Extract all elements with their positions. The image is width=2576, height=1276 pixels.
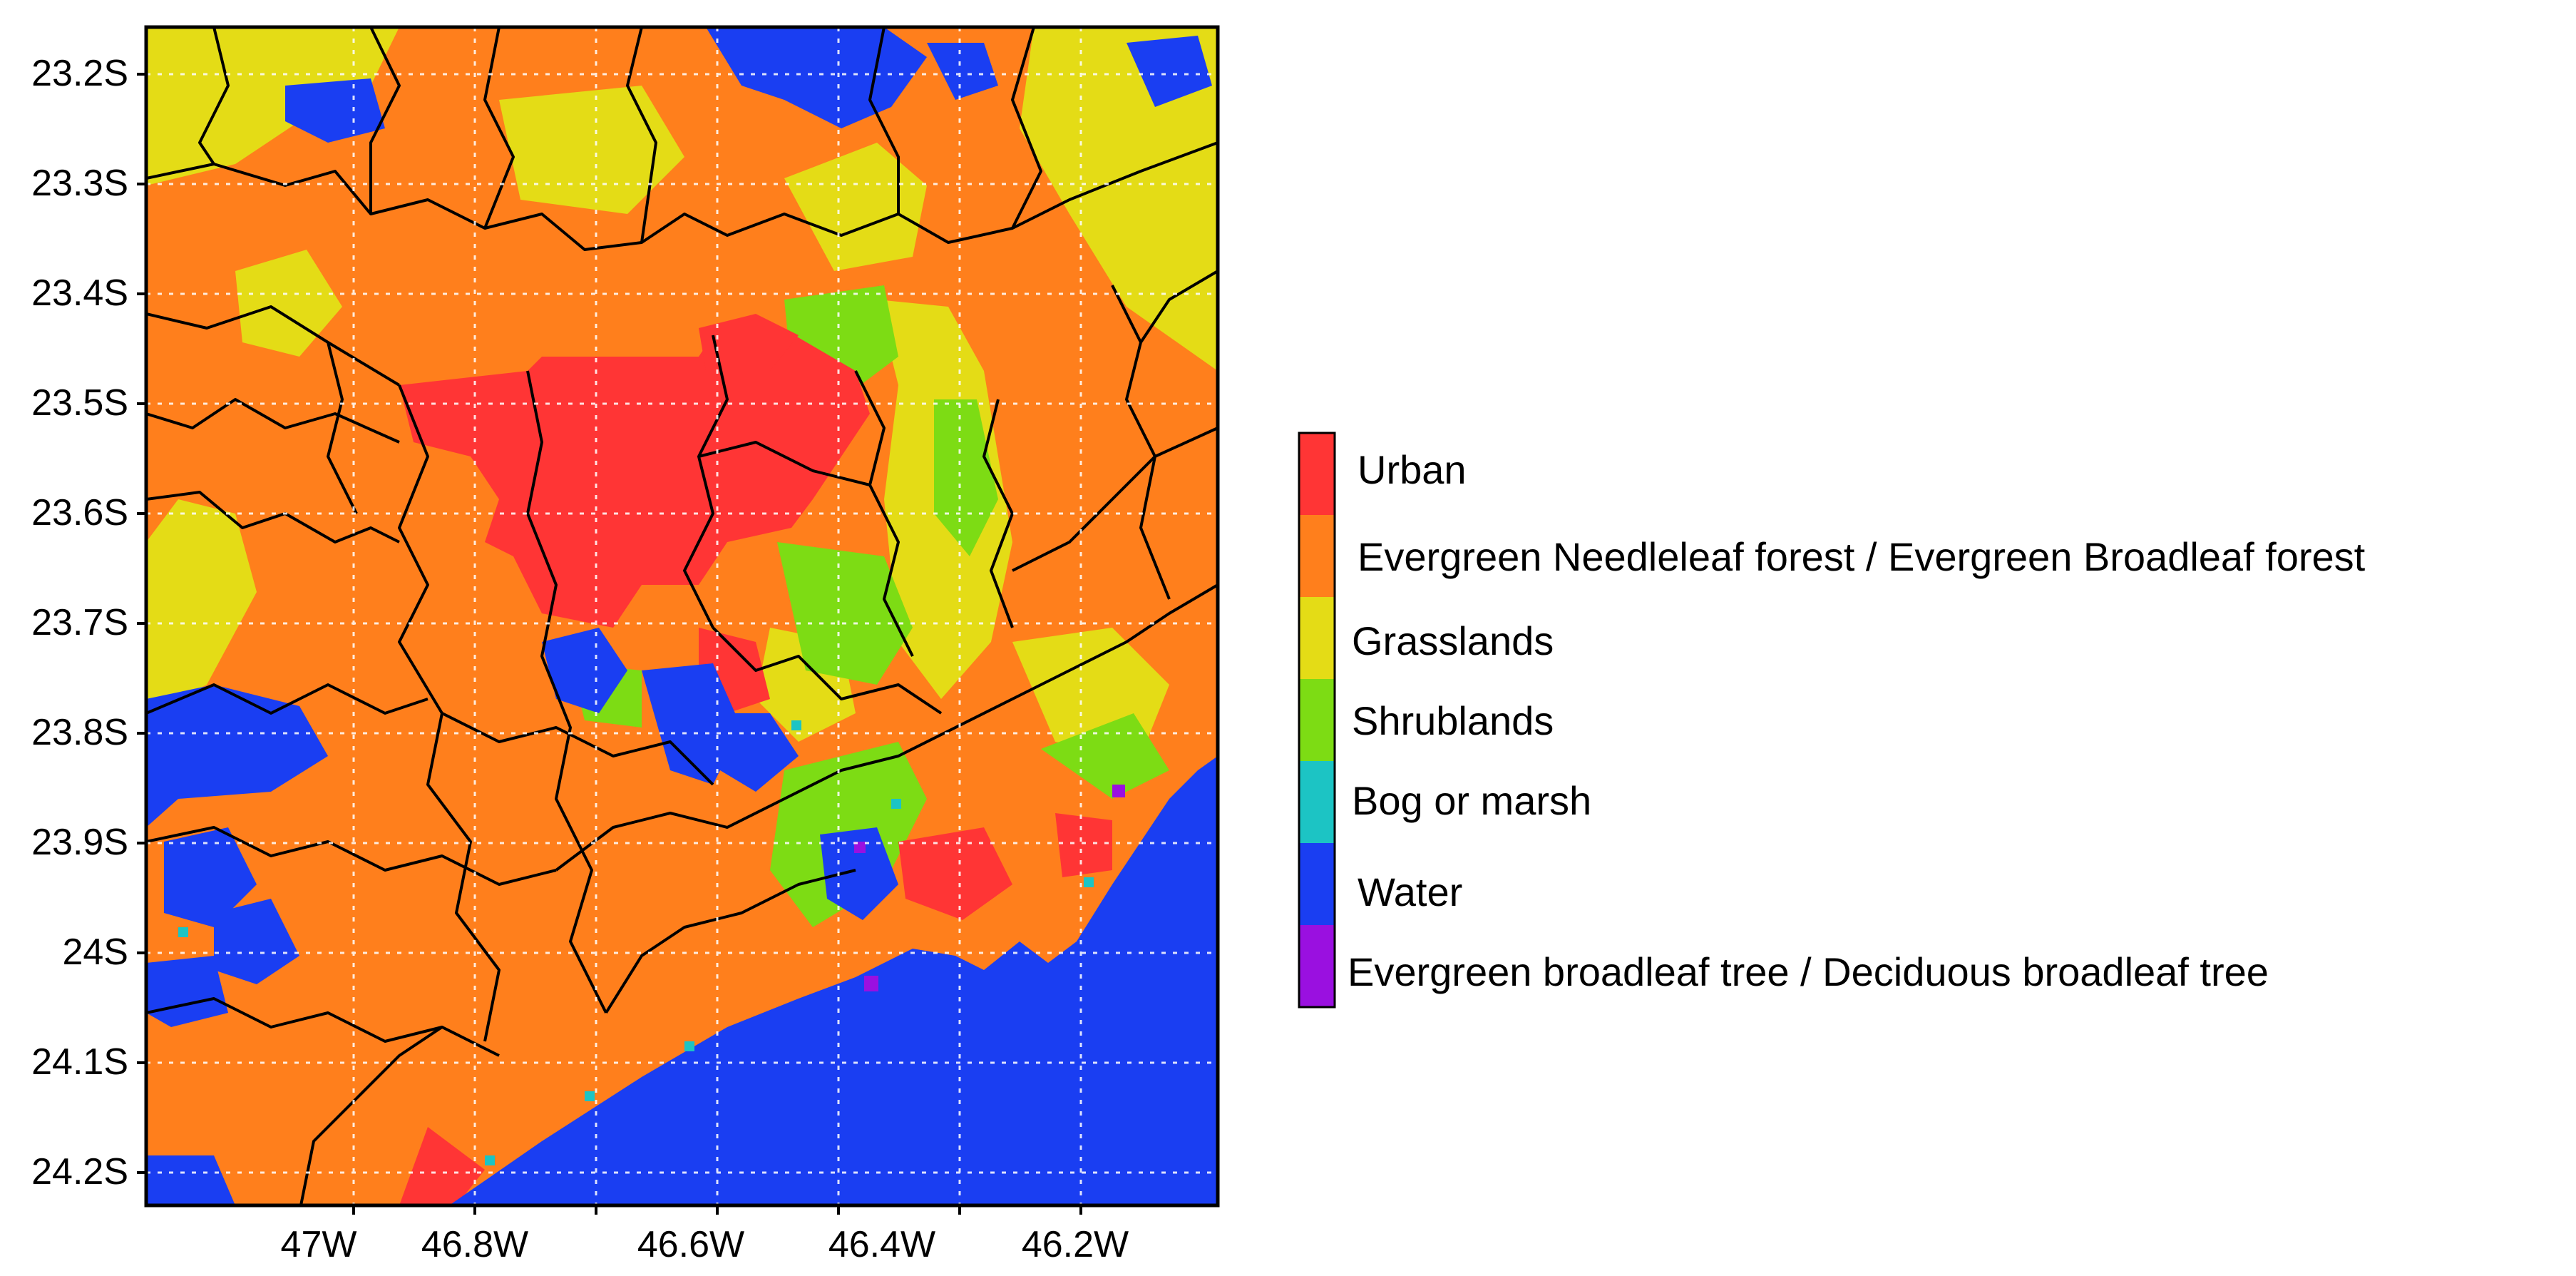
x-tick-label: 46.4W: [828, 1224, 935, 1265]
legend-swatch-water: [1299, 843, 1335, 925]
y-tick-label: 23.7S: [31, 602, 128, 643]
x-tick-label: 46.8W: [421, 1224, 528, 1265]
municipal-boundaries: [146, 27, 1218, 1205]
y-tick-label: 23.6S: [31, 492, 128, 534]
x-tick-label: 46.6W: [637, 1224, 744, 1265]
y-tick-label: 24.1S: [31, 1041, 128, 1083]
y-tick-label: 23.3S: [31, 163, 128, 204]
y-tick-label: 23.9S: [31, 822, 128, 863]
legend-label-forest: Evergreen Needleleaf forest / Evergreen …: [1358, 534, 2366, 579]
grassland-areas: [146, 27, 1218, 756]
y-tick-label: 24.2S: [31, 1151, 128, 1193]
legend-label-bog: Bog or marsh: [1352, 778, 1591, 823]
legend: Urban Evergreen Needleleaf forest / Ever…: [1298, 432, 2366, 1009]
x-tick-labels: 47W 46.8W 46.6W 46.4W 46.2W: [281, 1224, 1129, 1265]
legend-label-shrublands: Shrublands: [1352, 698, 1554, 743]
legend-swatch-shrublands: [1299, 679, 1335, 761]
y-tick-label: 23.2S: [31, 53, 128, 94]
legend-label-urban: Urban: [1358, 447, 1467, 492]
map-frame: [144, 25, 1220, 1208]
legend-swatch-bog: [1299, 761, 1335, 843]
legend-label-tree: Evergreen broadleaf tree / Deciduous bro…: [1348, 949, 2269, 994]
legend-swatch-urban: [1299, 433, 1335, 515]
y-tick-label: 23.8S: [31, 712, 128, 753]
y-tick-label: 23.5S: [31, 382, 128, 424]
y-tick-label: 24S: [62, 932, 128, 973]
x-tick-label: 46.2W: [1022, 1224, 1129, 1265]
legend-swatch-tree: [1299, 925, 1335, 1007]
legend-swatch-grasslands: [1299, 597, 1335, 679]
y-axis: [137, 73, 146, 1174]
map-panel: 23.2S 23.3S 23.4S 23.5S 23.6S 23.7S 23.8…: [31, 25, 1220, 1265]
grid-lines: [146, 27, 1218, 1205]
x-axis: [352, 1205, 1082, 1215]
legend-label-water: Water: [1358, 869, 1462, 914]
legend-swatch-forest: [1299, 515, 1335, 597]
legend-bar-frame: [1298, 432, 1336, 1009]
y-tick-labels: 23.2S 23.3S 23.4S 23.5S 23.6S 23.7S 23.8…: [31, 53, 128, 1193]
bog-areas: [178, 720, 1094, 1165]
x-tick-label: 47W: [281, 1224, 357, 1265]
y-tick-label: 23.4S: [31, 272, 128, 314]
legend-label-grasslands: Grasslands: [1352, 618, 1554, 663]
tree-areas: [854, 785, 1125, 991]
